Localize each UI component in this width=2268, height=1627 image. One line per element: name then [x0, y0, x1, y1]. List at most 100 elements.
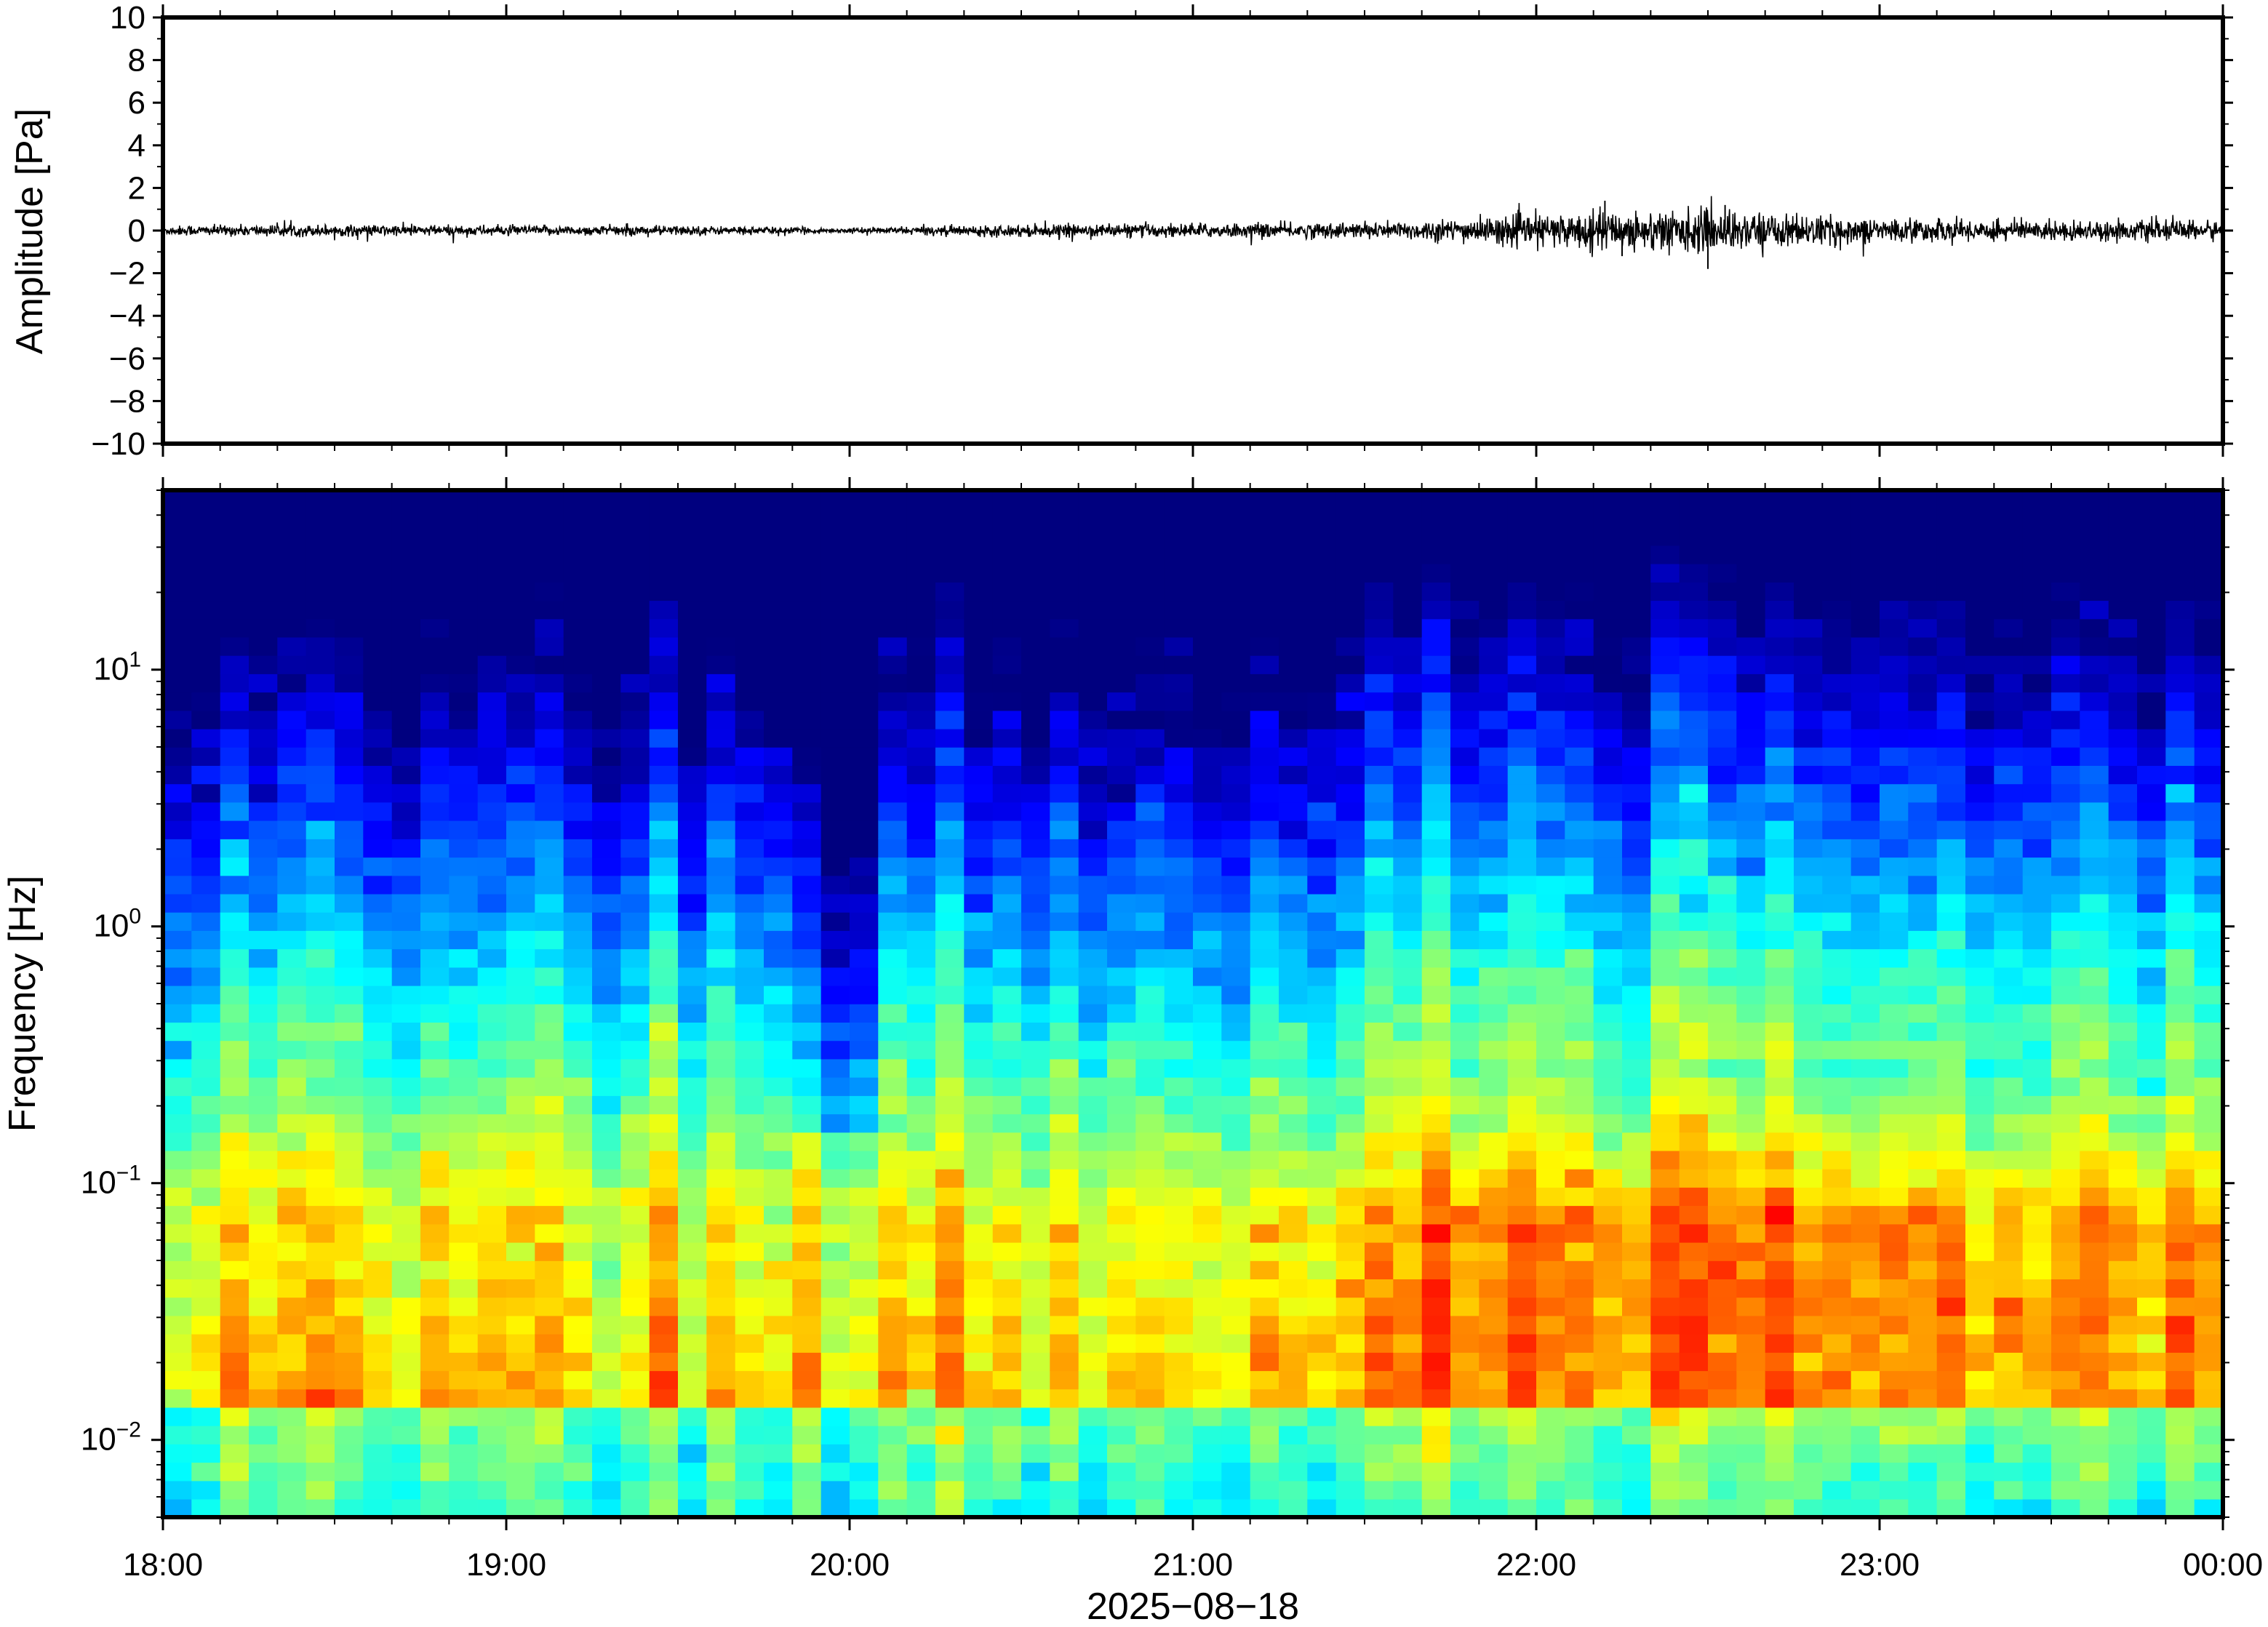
spectrogram-cell	[563, 1076, 593, 1096]
spectrogram-cell	[850, 508, 879, 528]
spectrogram-cell	[1565, 1076, 1594, 1096]
spectrogram-cell	[1965, 1498, 1995, 1518]
spectrogram-cell	[1994, 1388, 2024, 1408]
spectrogram-cell	[1335, 1388, 1365, 1408]
spectrogram-cell	[2194, 1187, 2224, 1207]
spectrogram-cell	[1135, 618, 1165, 638]
spectrogram-cell	[1393, 948, 1423, 968]
spectrogram-cell	[1708, 1095, 1738, 1115]
spectrogram-cell	[1622, 527, 1652, 546]
spectrogram-cell	[1250, 765, 1279, 785]
spectrogram-cell	[764, 1260, 794, 1279]
spectrogram-cell	[1393, 1260, 1423, 1279]
spectrogram-cell	[2108, 1352, 2138, 1372]
spectrogram-cell	[1908, 673, 1938, 693]
spectrogram-cell	[2137, 1114, 2167, 1133]
spectrogram-cell	[620, 1480, 650, 1500]
spectrogram-cell	[1335, 875, 1365, 895]
spectrogram-cell	[2137, 1132, 2167, 1151]
spectrogram-cell	[1908, 692, 1938, 711]
spectrogram-cell	[1794, 1187, 1824, 1207]
spectrogram-cell	[1765, 1388, 1794, 1408]
spectrogram-cell	[1335, 1076, 1365, 1096]
spectrogram-cell	[306, 1095, 335, 1115]
spectrogram-cell	[1307, 1260, 1337, 1279]
spectrogram-cell	[1565, 1187, 1594, 1207]
spectrogram-cell	[506, 985, 536, 1004]
spectrogram-cell	[1994, 783, 2024, 803]
spectrogram-cell	[1994, 948, 2024, 968]
spectrogram-cell	[1850, 857, 1880, 876]
spectrogram-cell	[420, 1242, 450, 1261]
spectrogram-cell	[906, 563, 936, 583]
spectrogram-cell	[1164, 1058, 1194, 1078]
spectrogram-cell	[249, 1132, 279, 1151]
spectrogram-cell	[420, 1388, 450, 1408]
spectrogram-cell	[1536, 1352, 1566, 1372]
spectrogram-cell	[1507, 893, 1537, 913]
spectrogram-cell	[792, 857, 822, 876]
spectrogram-cell	[220, 930, 249, 950]
spectrogram-cell	[1822, 582, 1852, 601]
spectrogram-cell	[678, 600, 708, 620]
spectrogram-cell	[506, 820, 536, 839]
spectrogram-cell	[792, 1498, 822, 1518]
spectrogram-cell	[706, 1462, 736, 1482]
spectrogram-cell	[935, 636, 965, 656]
spectrogram-cell	[1050, 930, 1079, 950]
spectrogram-cell	[306, 636, 335, 656]
spectrogram-cell	[1021, 527, 1051, 546]
spectrogram-cell	[477, 985, 507, 1004]
spectrogram-cell	[1593, 636, 1623, 656]
spectrogram-cell	[1193, 930, 1223, 950]
spectrogram-cell	[1365, 820, 1394, 839]
spectrogram-cell	[391, 948, 421, 968]
waveform-y-tick-label: −6	[109, 341, 145, 377]
spectrogram-cell	[1650, 618, 1680, 638]
spectrogram-cell	[878, 1352, 908, 1372]
spectrogram-cell	[1365, 600, 1394, 620]
spectrogram-cell	[1650, 1333, 1680, 1353]
spectrogram-cell	[1365, 545, 1394, 564]
spectrogram-cell	[2022, 1279, 2052, 1298]
spectrogram-cell	[449, 527, 479, 546]
spectrogram-cell	[220, 618, 249, 638]
spectrogram-cell	[1679, 801, 1709, 821]
spectrogram-cell	[2051, 839, 2081, 858]
spectrogram-cell	[735, 1095, 764, 1115]
spectrogram-cell	[277, 1150, 307, 1170]
spectrogram-cell	[1736, 527, 1766, 546]
spectrogram-cell	[1107, 985, 1137, 1004]
spectrogram-cell	[163, 967, 193, 986]
spectrogram-cell	[2194, 1480, 2224, 1500]
spectrogram-cell	[535, 985, 564, 1004]
spectrogram-cell	[735, 1297, 764, 1316]
spectrogram-cell	[449, 1444, 479, 1463]
spectrogram-cell	[1393, 985, 1423, 1004]
spectrogram-cell	[1994, 728, 2024, 748]
spectrogram-cell	[1850, 710, 1880, 729]
spectrogram-cell	[1078, 1260, 1108, 1279]
spectrogram-cell	[1650, 1279, 1680, 1298]
spectrogram-cell	[1622, 1444, 1652, 1463]
spectrogram-cell	[1994, 1095, 2024, 1115]
spectrogram-cell	[1994, 1333, 2024, 1353]
spectrogram-cell	[1050, 1022, 1079, 1042]
spectrogram-cell	[1908, 1370, 1938, 1390]
spectrogram-cell	[1193, 1242, 1223, 1261]
spectrogram-cell	[2051, 1040, 2081, 1060]
spectrogram-cell	[1479, 636, 1509, 656]
spectrogram-cell	[1335, 1425, 1365, 1444]
spectrogram-cell	[2051, 857, 2081, 876]
spectrogram-cell	[1107, 857, 1137, 876]
spectrogram-cell	[935, 1480, 965, 1500]
spectrogram-cell	[2022, 1150, 2052, 1170]
spectrogram-cell	[563, 710, 593, 729]
spectrogram-cell	[820, 563, 850, 583]
spectrogram-cell	[1221, 1444, 1251, 1463]
spectrogram-cell	[2165, 655, 2195, 674]
spectrogram-cell	[1021, 1132, 1051, 1151]
spectrogram-cell	[1736, 1095, 1766, 1115]
spectrogram-cell	[1164, 1444, 1194, 1463]
spectrogram-cell	[563, 582, 593, 601]
